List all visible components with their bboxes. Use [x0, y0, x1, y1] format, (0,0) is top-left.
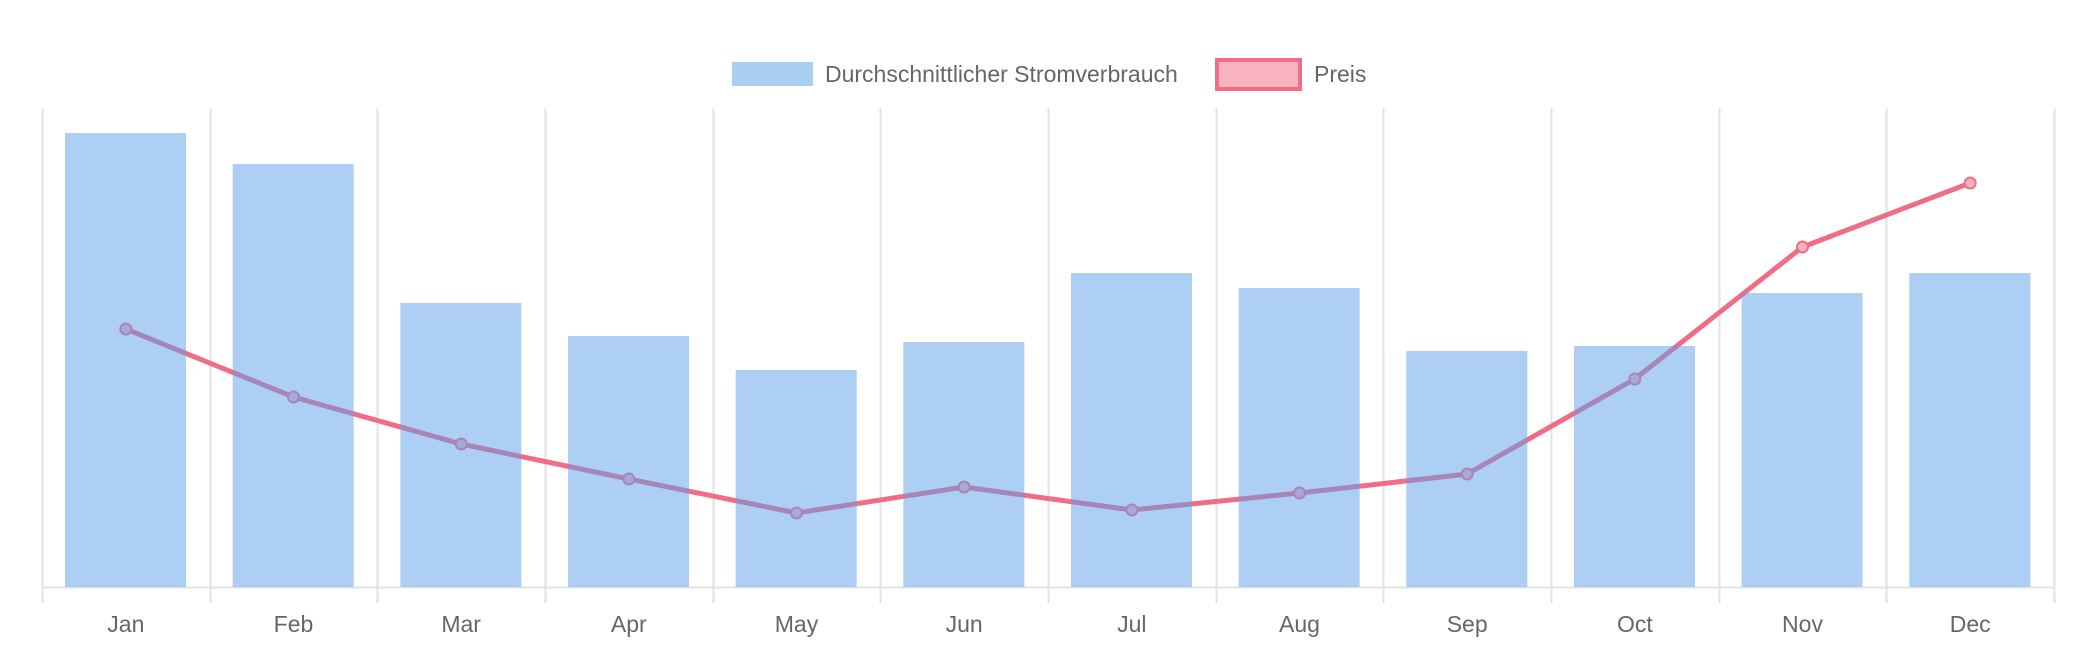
x-axis-label: Nov [1782, 611, 1823, 637]
price-point-dec[interactable] [1963, 176, 1977, 190]
bar-jun[interactable] [903, 342, 1025, 587]
legend-swatch-bar-icon [732, 62, 813, 86]
legend-label: Preis [1314, 60, 1367, 87]
bar-dec[interactable] [1909, 273, 2031, 587]
legend-item-preis[interactable]: Preis [1215, 57, 1366, 91]
bar-apr[interactable] [568, 336, 689, 587]
x-axis-label: Jan [107, 611, 144, 637]
x-axis-labels: Jan Feb Mar Apr May Jun Jul Aug Sep Oct Nov Dec [107, 611, 1990, 637]
legend-item-stromverbrauch[interactable]: Durchschnittlicher Stromverbrauch [732, 57, 1178, 91]
gridlines [41, 108, 2056, 603]
x-axis-label: Sep [1447, 611, 1488, 637]
x-axis-label: Dec [1950, 611, 1991, 637]
bar-jan[interactable] [65, 133, 186, 587]
legend-label: Durchschnittlicher Stromverbrauch [825, 60, 1178, 87]
x-axis-label: Oct [1617, 611, 1653, 637]
x-axis-label: Apr [611, 611, 647, 637]
x-axis-label: Mar [441, 611, 481, 637]
x-axis-label: May [775, 611, 819, 637]
bar-aug[interactable] [1238, 288, 1360, 587]
price-point-nov[interactable] [1796, 240, 1809, 254]
consumption-bar-series [65, 133, 2031, 587]
x-axis-label: Jul [1117, 611, 1146, 637]
legend-swatch-line-icon [1215, 57, 1302, 91]
bar-may[interactable] [735, 370, 857, 587]
x-axis-label: Aug [1279, 611, 1320, 637]
bar-sep[interactable] [1406, 351, 1528, 587]
chart-legend: Durchschnittlicher Stromverbrauch Preis [0, 57, 2094, 91]
x-axis-label: Jun [946, 611, 983, 637]
bar-jul[interactable] [1071, 273, 1192, 587]
bar-mar[interactable] [400, 303, 522, 587]
x-axis-label: Feb [274, 611, 314, 637]
bar-feb[interactable] [232, 164, 354, 587]
bar-oct[interactable] [1574, 346, 1695, 587]
bar-nov[interactable] [1741, 293, 1863, 587]
